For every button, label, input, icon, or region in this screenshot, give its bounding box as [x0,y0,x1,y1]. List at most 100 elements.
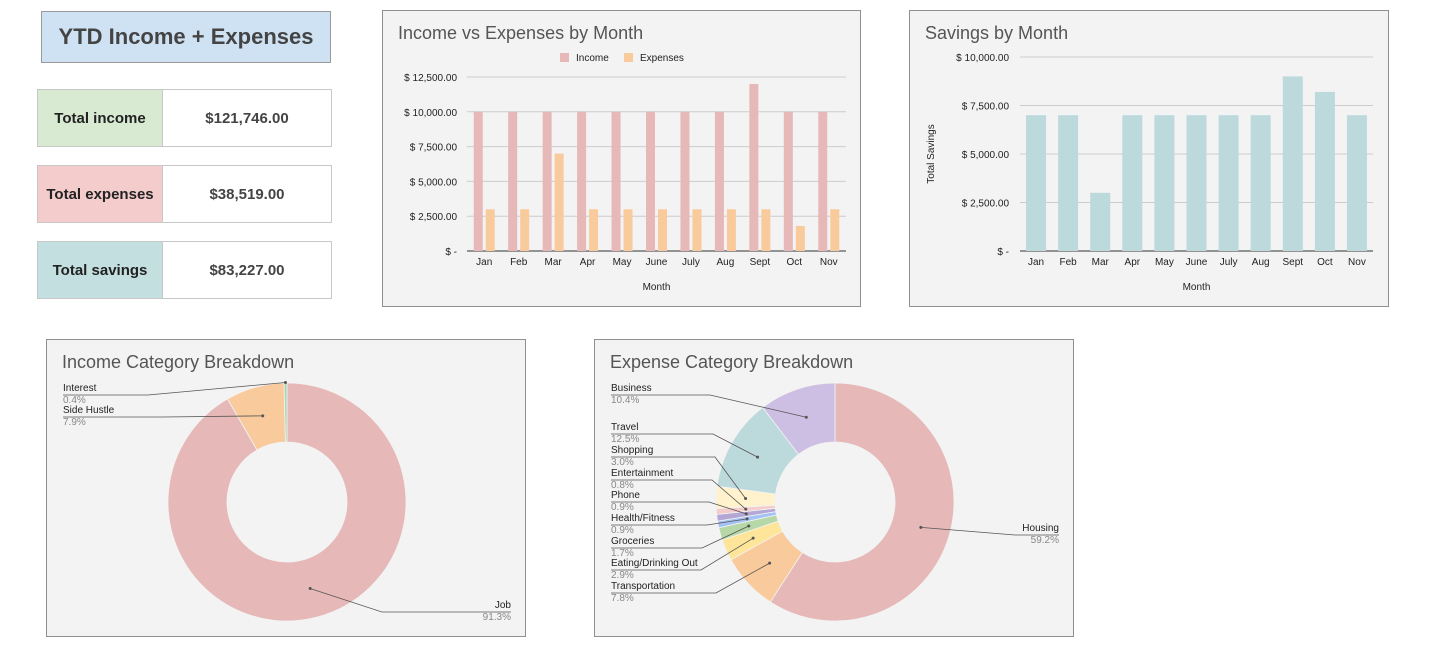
leader-dot [751,536,755,540]
savings-bar [1282,76,1303,252]
x-tick-label: Oct [787,257,803,268]
expenses-bar [485,209,495,251]
expense-category-chart: Housing 59.2% Transportation 7.8% Eating/Dri… [594,339,1074,637]
leader-dot [804,415,808,419]
income-vs-expenses-chart: $ - $ 2,500.00 $ 5,000.00 $ 7,500.00 $ 10,00… [382,10,861,307]
slice-label: Eating/Drinking Out [611,558,698,569]
legend-label: Income [576,53,609,64]
slice-label: Phone [611,490,640,501]
total-expenses-row: Total expenses $38,519.00 [37,165,332,223]
slice-label: Transportation [611,581,675,592]
y-tick-label: $ 10,000.00 [956,53,1009,64]
leader-dot [919,525,923,529]
leader-dot [745,517,749,521]
income-bar [783,111,793,251]
leader-dot [744,496,748,500]
leader-dot [756,455,760,459]
x-tick-label: Apr [1125,257,1141,268]
savings-bar [1314,91,1335,251]
total-expenses-label: Total expenses [38,166,163,222]
expenses-bar [658,209,667,251]
slice-label: Side Hustle [63,405,115,416]
slice-pct: 0.8% [611,480,634,491]
slice-pct: 91.3% [483,612,511,623]
total-expenses-value: $38,519.00 [163,166,331,222]
savings-by-month-svg: $ - $ 2,500.00 $ 5,000.00 $ 7,500.00 $ 10,00… [926,53,1373,293]
slice-pct: 10.4% [611,395,639,406]
y-tick-label: $ 7,500.00 [410,143,458,154]
savings-bar [1122,115,1143,251]
x-tick-label: Feb [510,257,528,268]
income-bar [542,111,552,251]
savings-bar [1218,115,1239,251]
leader-dot [747,524,751,528]
pie-slice [167,382,407,622]
x-tick-label: May [613,257,632,268]
leader-line [611,562,770,594]
slice-label: Interest [63,383,97,394]
pie-slice [762,382,836,455]
x-axis-title: Month [1183,282,1211,293]
total-income-row: Total income $121,746.00 [37,89,332,147]
income-bar [577,111,587,251]
expenses-bar [554,153,564,251]
savings-bar [1026,115,1047,251]
summary-title: YTD Income + Expenses [41,11,331,63]
leader-dot [744,512,748,516]
x-tick-label: July [1220,257,1238,268]
expenses-bar [726,209,736,251]
income-category-title: Income Category Breakdown [62,352,295,372]
savings-by-month-title: Savings by Month [925,23,1069,43]
legend-swatch [560,53,569,62]
savings-bar [1058,115,1079,251]
expenses-bar [795,225,805,251]
total-savings-label: Total savings [38,242,163,298]
x-tick-label: Sept [1282,257,1303,268]
leader-line [611,518,748,526]
leader-line [611,456,746,499]
slice-label: Entertainment [611,468,673,479]
expenses-bar [520,209,530,251]
slice-pct: 0.9% [611,525,634,536]
legend-swatch [624,53,633,62]
savings-bar [1090,192,1111,251]
leader-line [611,525,749,549]
slice-pct: 0.4% [63,395,86,406]
income-bar [749,83,759,252]
income-bar [611,111,621,251]
income-bar [473,111,483,251]
x-tick-label: June [1186,257,1208,268]
x-tick-label: Jan [1028,257,1044,268]
leader-dot [744,507,748,511]
leader-line [63,382,286,396]
x-tick-label: Nov [820,257,838,268]
x-tick-label: Apr [580,257,596,268]
expenses-bar [623,209,633,251]
expenses-bar [761,209,771,251]
x-tick-label: Mar [1092,257,1110,268]
pie-slice [769,382,955,622]
slice-pct: 1.7% [611,548,634,559]
income-bar [714,111,724,251]
leader-line [611,501,747,515]
leader-line [611,479,747,510]
expenses-bar [692,209,702,251]
slice-pct: 3.0% [611,457,634,468]
slice-pct: 59.2% [1031,535,1059,546]
income-bar [818,111,828,251]
y-tick-label: $ 5,000.00 [410,177,458,188]
leader-dot [768,561,772,565]
savings-bar [1346,115,1367,251]
slice-pct: 7.9% [63,417,86,428]
income-category-chart: Job 91.3% Side Hustle 7.9% Interest 0.4% Inco… [46,339,526,637]
y-tick-label: $ - [997,247,1009,258]
y-tick-label: $ 12,500.00 [404,73,457,84]
income-vs-expenses-title: Income vs Expenses by Month [398,23,644,43]
x-tick-label: Oct [1317,257,1333,268]
savings-by-month-chart: $ - $ 2,500.00 $ 5,000.00 $ 7,500.00 $ 10,00… [909,10,1389,307]
total-savings-value: $83,227.00 [163,242,331,298]
total-income-value: $121,746.00 [163,90,331,146]
leader-line [611,394,807,418]
leader-dot [283,381,287,385]
